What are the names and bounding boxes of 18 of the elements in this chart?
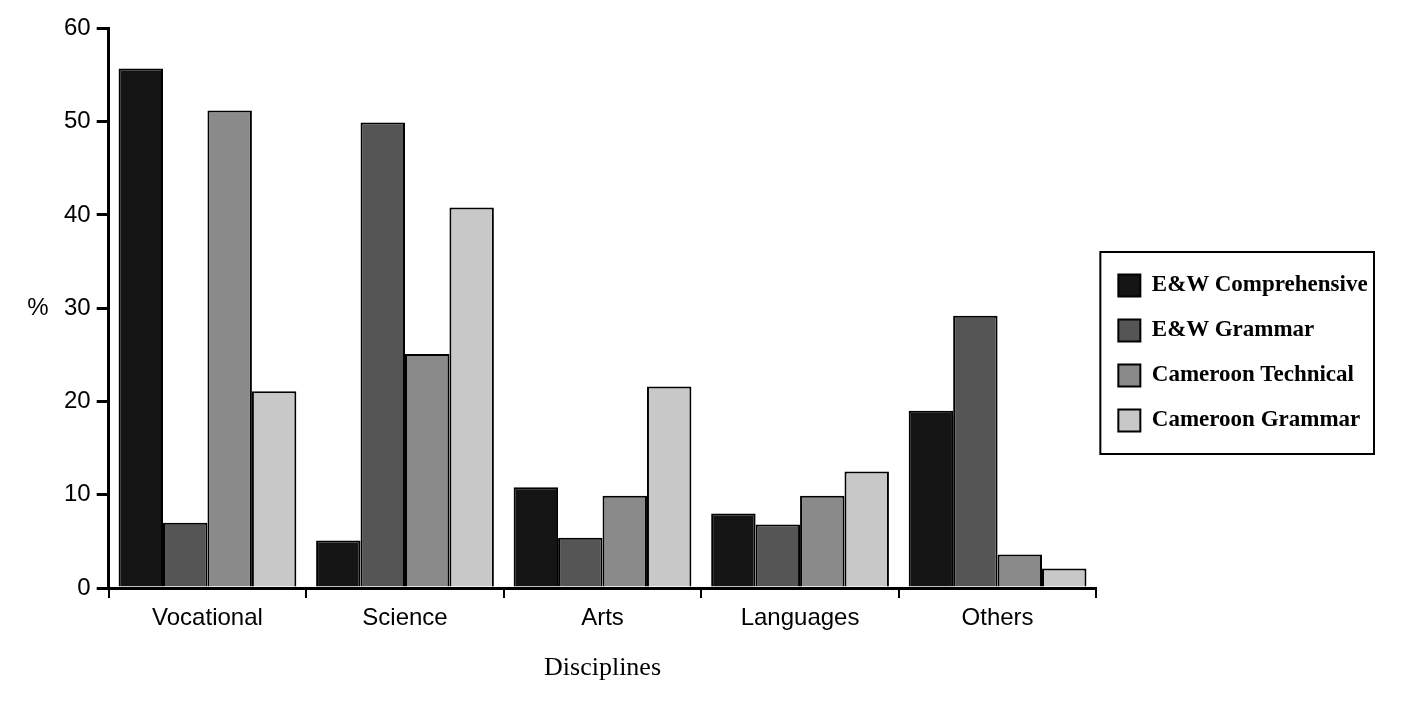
y-tick-label: 20 bbox=[63, 386, 91, 414]
legend-label: E&W Grammar bbox=[1151, 316, 1315, 342]
x-axis-title: Disciplines bbox=[544, 652, 662, 682]
legend-label: Cameroon Technical bbox=[1151, 361, 1354, 387]
legend-label: E&W Comprehensive bbox=[1151, 271, 1368, 297]
x-tick-label: Science bbox=[362, 603, 448, 631]
y-tick-label: 40 bbox=[63, 199, 91, 227]
y-axis-title: % bbox=[27, 292, 49, 320]
x-tick-label: Languages bbox=[740, 603, 860, 631]
x-tick-label: Arts bbox=[581, 603, 624, 631]
y-tick-label: 30 bbox=[63, 292, 91, 320]
y-tick-label: 0 bbox=[77, 572, 91, 600]
y-tick-label: 50 bbox=[63, 106, 91, 134]
legend-label: Cameroon Grammar bbox=[1151, 406, 1361, 432]
y-tick-label: 60 bbox=[63, 13, 91, 41]
x-tick-label: Vocational bbox=[152, 603, 263, 631]
y-tick-label: 10 bbox=[63, 479, 91, 507]
x-tick-label: Others bbox=[961, 603, 1034, 631]
